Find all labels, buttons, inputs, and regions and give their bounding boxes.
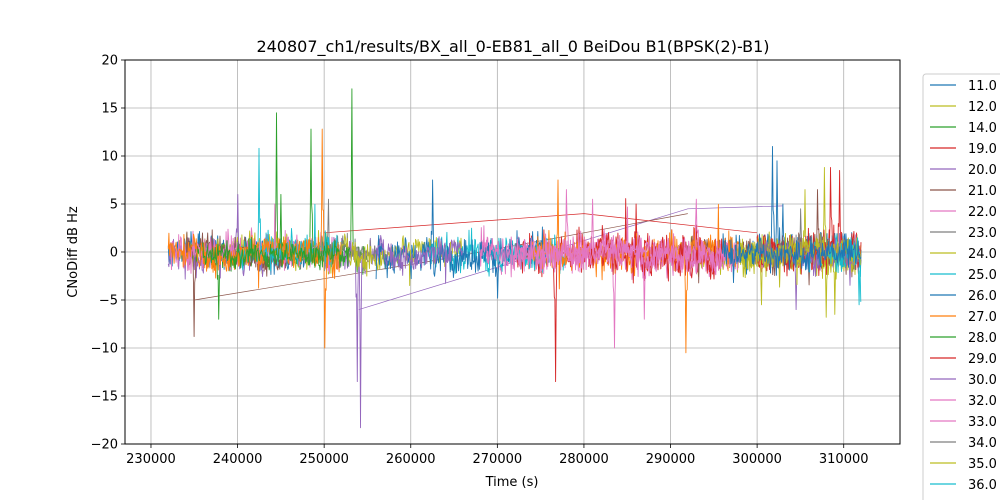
- x-axis-label: Time (s): [485, 475, 539, 490]
- x-tick-label: 230000: [126, 452, 176, 467]
- legend-label: 22.0: [968, 205, 997, 220]
- x-tick-label: 300000: [732, 452, 782, 467]
- legend-box: [922, 73, 1000, 500]
- legend-label: 26.0: [968, 289, 997, 304]
- y-tick-label: −5: [99, 294, 118, 309]
- legend-label: 33.0: [968, 415, 997, 430]
- y-tick-label: 5: [110, 198, 118, 213]
- x-tick-label: 260000: [386, 452, 436, 467]
- x-tick-label: 240000: [213, 452, 263, 467]
- y-tick-label: 15: [101, 102, 118, 117]
- legend-label: 30.0: [968, 373, 997, 388]
- connector-line: [194, 213, 688, 301]
- series-line-26.0: [375, 179, 550, 299]
- legend: 11.0 12.0 14.0 19.0 20.0 21.0 22.0 23.0 24.0 25.0…: [922, 73, 1000, 500]
- y-tick-label: 0: [110, 246, 118, 261]
- legend-label: 25.0: [968, 268, 997, 283]
- legend-label: 14.0: [968, 121, 997, 136]
- legend-label: 12.0: [968, 100, 997, 115]
- y-tick-label: 20: [101, 54, 118, 69]
- connector-line: [324, 213, 758, 234]
- legend-label: 19.0: [968, 142, 997, 157]
- series-line-33.0: [514, 198, 740, 277]
- series-line-37.0: [722, 203, 862, 284]
- y-tick-label: −15: [91, 390, 118, 405]
- y-tick-label: −10: [91, 342, 118, 357]
- x-tick-label: 250000: [299, 452, 349, 467]
- series-line-35.0: [739, 234, 862, 318]
- series-line-28.0: [202, 193, 351, 271]
- legend-label: 23.0: [968, 226, 997, 241]
- series-line-22.0: [479, 189, 741, 349]
- chart-title: 240807_ch1/results/BX_all_0-EB81_all_0 B…: [256, 37, 769, 57]
- x-tick-label: 270000: [473, 452, 523, 467]
- series-line-30.0: [375, 235, 463, 284]
- y-tick-label: 10: [101, 150, 118, 165]
- legend-label: 27.0: [968, 310, 997, 325]
- legend-label: 24.0: [968, 247, 997, 262]
- y-tick-label: −20: [91, 438, 118, 453]
- x-tick-label: 310000: [819, 452, 869, 467]
- legend-label: 32.0: [968, 394, 997, 409]
- y-axis-label: CNoDiff dB Hz: [66, 206, 81, 298]
- legend-label: 35.0: [968, 457, 997, 472]
- legend-label: 28.0: [968, 331, 997, 346]
- legend-label: 11.0: [968, 79, 997, 94]
- legend-label: 34.0: [968, 436, 997, 451]
- x-tick-label: 290000: [646, 452, 696, 467]
- x-tick-label: 280000: [559, 452, 609, 467]
- plot-lines: [167, 88, 862, 429]
- connector-line: [358, 205, 784, 310]
- legend-label: 36.0: [968, 478, 997, 493]
- axis-ticks: 230000 240000 250000 260000 270000 280000 2900…: [91, 54, 869, 468]
- legend-label: 29.0: [968, 352, 997, 367]
- legend-label: 21.0: [968, 184, 997, 199]
- legend-label: 20.0: [968, 163, 997, 178]
